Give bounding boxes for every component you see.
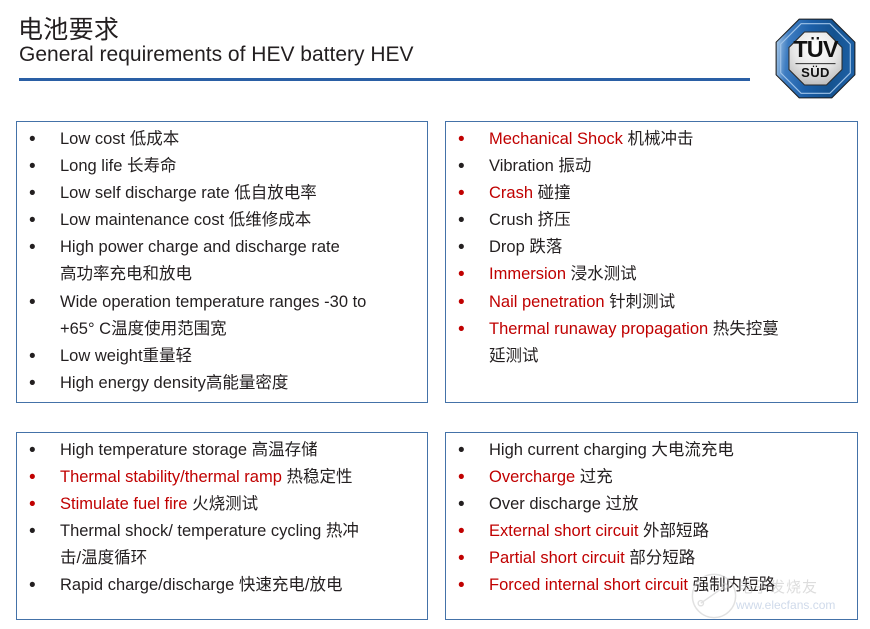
svg-text:SÜD: SÜD — [801, 65, 830, 80]
svg-text:TÜV: TÜV — [793, 36, 839, 62]
